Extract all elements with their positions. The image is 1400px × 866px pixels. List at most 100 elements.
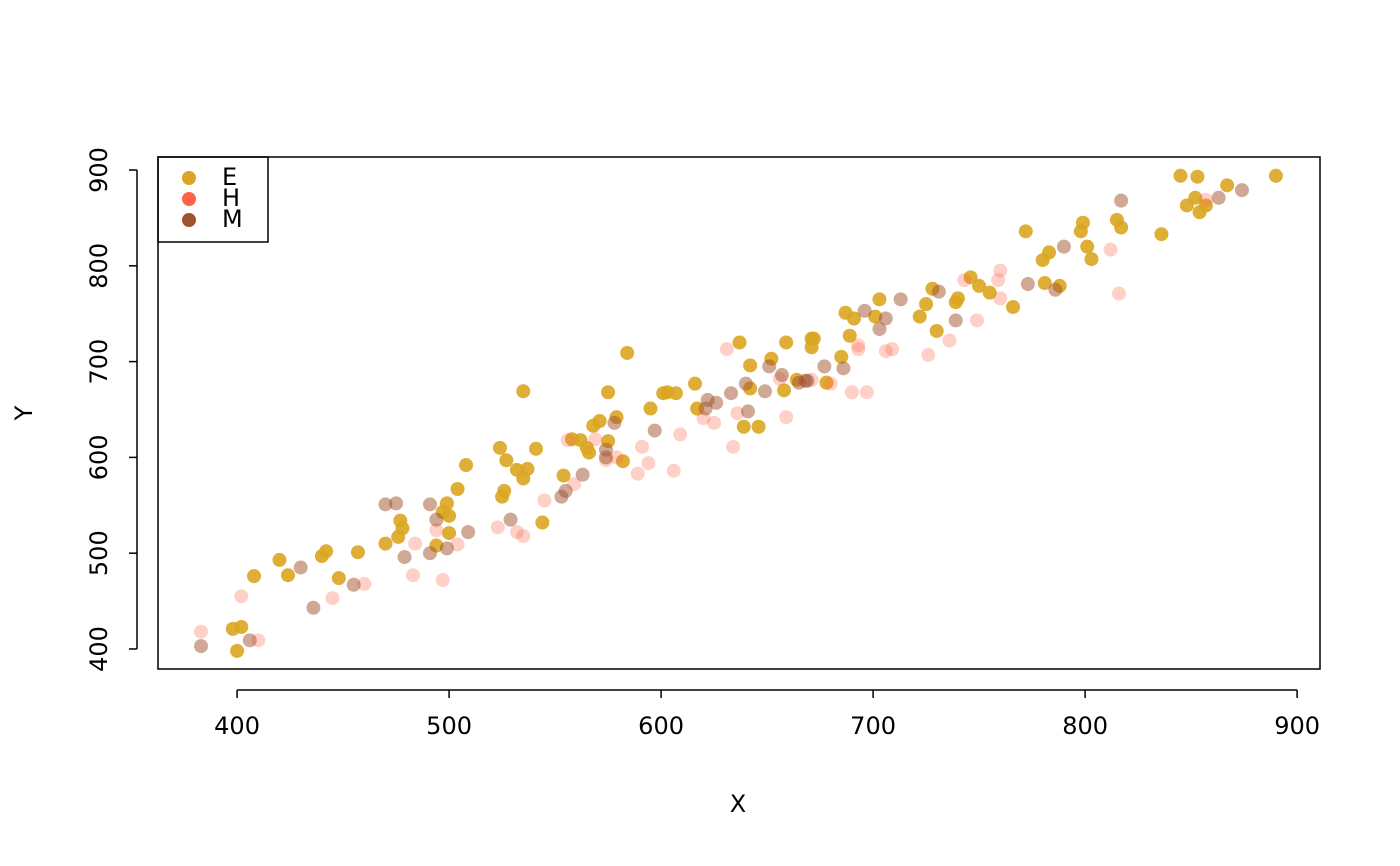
point bbox=[556, 468, 571, 483]
y-tick-label: 400 bbox=[85, 626, 113, 672]
point bbox=[1198, 198, 1213, 213]
point bbox=[751, 419, 766, 434]
point bbox=[429, 523, 444, 538]
point bbox=[736, 419, 751, 434]
x-tick-label: 800 bbox=[1062, 712, 1108, 740]
point bbox=[395, 521, 410, 536]
point bbox=[1042, 245, 1057, 260]
point bbox=[280, 568, 295, 583]
point bbox=[429, 512, 444, 527]
point bbox=[741, 404, 756, 419]
point bbox=[1020, 277, 1035, 292]
point bbox=[823, 376, 838, 391]
point bbox=[1114, 193, 1129, 208]
point bbox=[948, 313, 963, 328]
point bbox=[643, 401, 658, 416]
point bbox=[293, 560, 308, 575]
point bbox=[878, 311, 893, 326]
point bbox=[921, 347, 936, 362]
point bbox=[1190, 169, 1205, 184]
point bbox=[641, 456, 656, 471]
point bbox=[1154, 227, 1169, 242]
point bbox=[630, 466, 645, 481]
point bbox=[688, 376, 703, 391]
legend-label: H bbox=[222, 184, 240, 212]
point bbox=[459, 458, 474, 473]
point bbox=[942, 333, 957, 348]
point bbox=[516, 528, 531, 543]
point bbox=[859, 385, 874, 400]
point bbox=[509, 525, 524, 540]
point bbox=[847, 311, 862, 326]
legend-marker bbox=[182, 171, 196, 185]
point bbox=[1234, 183, 1249, 198]
x-tick-label: 400 bbox=[214, 712, 260, 740]
point bbox=[726, 439, 741, 454]
point bbox=[779, 335, 794, 350]
point bbox=[1075, 215, 1090, 230]
point bbox=[800, 373, 815, 388]
point bbox=[620, 345, 635, 360]
y-axis-label: Y bbox=[10, 405, 38, 421]
point bbox=[194, 639, 209, 654]
point bbox=[516, 384, 531, 399]
legend-marker bbox=[182, 213, 196, 227]
point bbox=[615, 454, 630, 469]
point bbox=[1220, 178, 1235, 193]
series-points bbox=[225, 168, 1283, 658]
series-points bbox=[194, 183, 1249, 654]
point bbox=[247, 569, 262, 584]
point bbox=[1112, 286, 1127, 301]
point bbox=[588, 432, 603, 447]
legend-label: M bbox=[222, 205, 243, 233]
point bbox=[234, 589, 249, 604]
point bbox=[554, 489, 569, 504]
point bbox=[1211, 190, 1226, 205]
y-tick-label: 800 bbox=[85, 243, 113, 289]
point bbox=[851, 338, 866, 353]
point bbox=[777, 383, 792, 398]
point bbox=[319, 544, 334, 559]
point bbox=[537, 493, 552, 508]
point bbox=[950, 291, 965, 306]
point bbox=[306, 600, 321, 615]
point bbox=[912, 309, 927, 324]
point bbox=[993, 263, 1008, 278]
point bbox=[535, 515, 550, 530]
point bbox=[598, 450, 613, 465]
point bbox=[819, 375, 834, 390]
point bbox=[560, 433, 575, 448]
point bbox=[357, 576, 372, 591]
point bbox=[575, 467, 590, 482]
point bbox=[490, 520, 505, 535]
point bbox=[982, 285, 997, 300]
point bbox=[774, 368, 789, 383]
point bbox=[872, 292, 887, 307]
point bbox=[872, 322, 887, 337]
point bbox=[450, 537, 465, 552]
point bbox=[1268, 168, 1283, 183]
legend-label: E bbox=[222, 163, 237, 191]
point bbox=[609, 450, 624, 465]
point bbox=[972, 278, 987, 293]
point bbox=[350, 545, 365, 560]
point bbox=[1103, 242, 1118, 257]
point bbox=[331, 571, 346, 586]
point bbox=[1084, 252, 1099, 267]
point bbox=[724, 386, 739, 401]
series-points bbox=[194, 192, 1213, 648]
point bbox=[963, 270, 978, 285]
point bbox=[461, 525, 476, 540]
point bbox=[707, 415, 722, 430]
point bbox=[439, 496, 454, 511]
point bbox=[242, 633, 257, 648]
point bbox=[582, 445, 597, 460]
point bbox=[635, 439, 650, 454]
legend-marker bbox=[182, 192, 196, 206]
point bbox=[601, 385, 616, 400]
point bbox=[439, 541, 454, 556]
point bbox=[1048, 282, 1063, 297]
point bbox=[931, 284, 946, 299]
point bbox=[1080, 239, 1095, 254]
